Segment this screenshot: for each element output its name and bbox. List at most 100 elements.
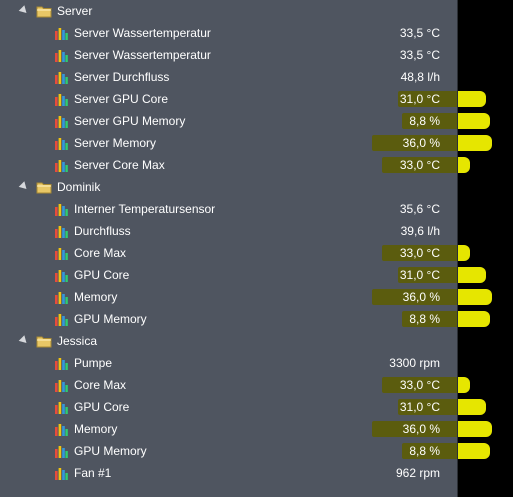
group-jessica[interactable]: Jessica bbox=[0, 330, 458, 352]
group-label: Server bbox=[57, 4, 93, 18]
highlight-mark bbox=[402, 113, 458, 129]
sensor-row[interactable]: Server GPU Core 31,0 °C bbox=[0, 88, 458, 110]
sensor-label: Server GPU Memory bbox=[74, 114, 186, 128]
highlight-mark bbox=[398, 399, 458, 415]
sensor-row[interactable]: Server Wassertemperatur 33,5 °C bbox=[0, 22, 458, 44]
sensor-row[interactable]: GPU Core 31,0 °C bbox=[0, 396, 458, 418]
sensor-bars-icon bbox=[54, 401, 68, 414]
sensor-row[interactable]: GPU Core 31,0 °C bbox=[0, 264, 458, 286]
sensor-label: GPU Core bbox=[74, 268, 130, 282]
sensor-bars-icon bbox=[54, 115, 68, 128]
sensor-row[interactable]: Server Durchfluss 48,8 l/h bbox=[0, 66, 458, 88]
highlight-mark bbox=[382, 157, 458, 173]
folder-icon bbox=[36, 335, 52, 348]
sensor-bars-icon bbox=[54, 313, 68, 326]
sensor-bars-icon bbox=[54, 137, 68, 150]
sensor-bars-icon bbox=[54, 225, 68, 238]
sensor-row[interactable]: Server GPU Memory 8,8 % bbox=[0, 110, 458, 132]
group-server[interactable]: Server bbox=[0, 0, 458, 22]
sensor-label: Core Max bbox=[74, 378, 127, 392]
sensor-bars-icon bbox=[54, 269, 68, 282]
sensor-row[interactable]: Core Max 33,0 °C bbox=[0, 374, 458, 396]
collapse-arrow-icon[interactable] bbox=[18, 5, 30, 16]
sensor-bars-icon bbox=[54, 357, 68, 370]
sensor-label: Interner Temperatursensor bbox=[74, 202, 216, 216]
sensor-label: Memory bbox=[74, 422, 118, 436]
sensor-label: Server GPU Core bbox=[74, 92, 169, 106]
group-label: Dominik bbox=[57, 180, 101, 194]
sensor-bars-icon bbox=[54, 203, 68, 216]
sensor-label: Pumpe bbox=[74, 356, 113, 370]
sensor-bars-icon bbox=[54, 379, 68, 392]
highlight-mark bbox=[458, 311, 490, 327]
highlight-mark bbox=[458, 443, 490, 459]
sensor-bars-icon bbox=[54, 93, 68, 106]
sensor-value: 33,0 °C bbox=[399, 158, 440, 172]
sensor-label: Server Wassertemperatur bbox=[74, 48, 211, 62]
highlight-mark bbox=[458, 267, 486, 283]
highlight-mark bbox=[458, 135, 492, 151]
sensor-label: Server Wassertemperatur bbox=[74, 26, 211, 40]
sensor-bars-icon bbox=[54, 467, 68, 480]
panel-divider bbox=[457, 0, 458, 497]
sensor-value: 8,8 % bbox=[409, 312, 440, 326]
group-label: Jessica bbox=[57, 334, 98, 348]
sensor-row[interactable]: Interner Temperatursensor 35,6 °C bbox=[0, 198, 458, 220]
highlight-mark bbox=[372, 421, 458, 437]
sensor-label: Server Memory bbox=[74, 136, 157, 150]
highlight-mark bbox=[458, 157, 470, 173]
sensor-row[interactable]: GPU Memory 8,8 % bbox=[0, 440, 458, 462]
sensor-value: 33,0 °C bbox=[399, 246, 440, 260]
sensor-label: Memory bbox=[74, 290, 118, 304]
sensor-label: Server Core Max bbox=[74, 158, 165, 172]
highlight-mark bbox=[458, 421, 492, 437]
sensor-label: GPU Core bbox=[74, 400, 130, 414]
sensor-value: 8,8 % bbox=[409, 114, 440, 128]
highlight-mark bbox=[372, 289, 458, 305]
sensor-label: Fan #1 bbox=[74, 466, 112, 480]
highlight-mark bbox=[372, 135, 458, 151]
sensor-value: 33,5 °C bbox=[399, 48, 440, 62]
sensor-value: 31,0 °C bbox=[399, 268, 440, 282]
highlight-mark bbox=[458, 399, 486, 415]
sensor-bars-icon bbox=[54, 159, 68, 172]
sensor-value: 31,0 °C bbox=[399, 400, 440, 414]
folder-icon bbox=[36, 181, 52, 194]
sensor-bars-icon bbox=[54, 49, 68, 62]
sensor-value: 33,5 °C bbox=[399, 26, 440, 40]
sensor-row[interactable]: Durchfluss 39,6 l/h bbox=[0, 220, 458, 242]
sensor-value: 36,0 % bbox=[402, 422, 440, 436]
highlight-mark bbox=[458, 245, 470, 261]
sensor-row[interactable]: Core Max 33,0 °C bbox=[0, 242, 458, 264]
sensor-row[interactable]: Server Memory 36,0 % bbox=[0, 132, 458, 154]
sensor-value: 35,6 °C bbox=[399, 202, 440, 216]
folder-icon bbox=[36, 5, 52, 18]
highlight-mark bbox=[382, 377, 458, 393]
collapse-arrow-icon[interactable] bbox=[18, 181, 30, 192]
group-dominik[interactable]: Dominik bbox=[0, 176, 458, 198]
highlight-mark bbox=[458, 289, 492, 305]
highlight-mark bbox=[402, 311, 458, 327]
sensor-value: 3300 rpm bbox=[389, 356, 440, 370]
sensor-row[interactable]: Pumpe 3300 rpm bbox=[0, 352, 458, 374]
sensor-label: Server Durchfluss bbox=[74, 70, 170, 84]
sensor-row[interactable]: GPU Memory 8,8 % bbox=[0, 308, 458, 330]
highlight-mark bbox=[398, 267, 458, 283]
sensor-row[interactable]: Memory 36,0 % bbox=[0, 418, 458, 440]
highlight-mark bbox=[458, 377, 470, 393]
sensor-row[interactable]: Server Wassertemperatur 33,5 °C bbox=[0, 44, 458, 66]
sensor-bars-icon bbox=[54, 27, 68, 40]
highlight-mark bbox=[398, 91, 458, 107]
sensor-value: 8,8 % bbox=[409, 444, 440, 458]
sensor-value: 33,0 °C bbox=[399, 378, 440, 392]
sensor-row[interactable]: Fan #1 962 rpm bbox=[0, 462, 458, 484]
sensor-bars-icon bbox=[54, 423, 68, 436]
sensor-tree-panel[interactable]: Server Server Wassertemperatur 33,5 °C Serv… bbox=[0, 0, 458, 497]
collapse-arrow-icon[interactable] bbox=[18, 335, 30, 346]
sensor-label: GPU Memory bbox=[74, 312, 147, 326]
sensor-row[interactable]: Server Core Max 33,0 °C bbox=[0, 154, 458, 176]
sensor-value: 39,6 l/h bbox=[400, 224, 440, 238]
highlight-mark bbox=[458, 113, 490, 129]
sensor-row[interactable]: Memory 36,0 % bbox=[0, 286, 458, 308]
highlight-mark bbox=[458, 91, 486, 107]
